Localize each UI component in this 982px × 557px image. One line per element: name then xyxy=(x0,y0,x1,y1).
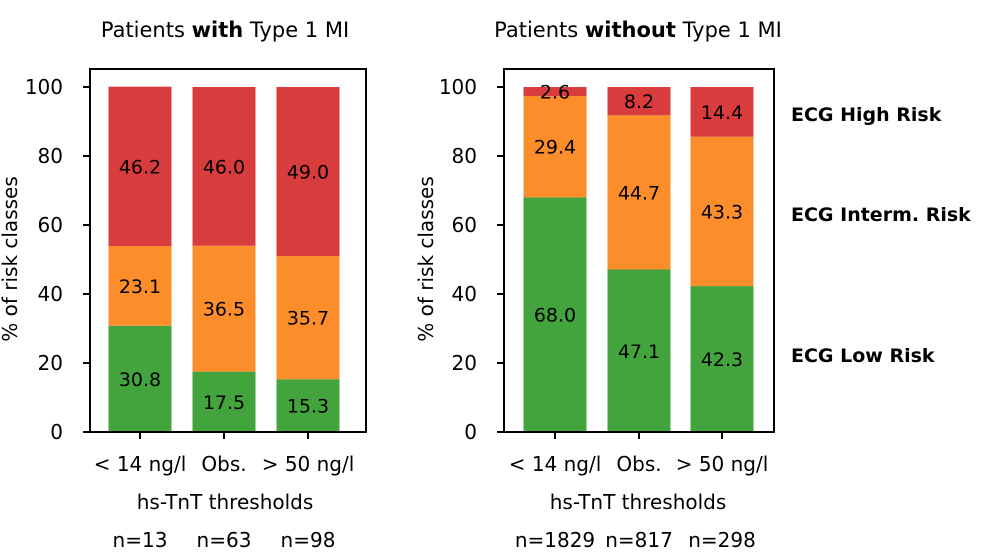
bar-segment-ecg-high-risk xyxy=(192,87,256,246)
x-axis-label: hs-TnT thresholds xyxy=(137,490,314,514)
bar-segment-ecg-interm-risk xyxy=(276,256,340,380)
sample-size-label: n=98 xyxy=(281,528,336,552)
bar-segment-ecg-low-risk xyxy=(108,325,172,432)
bar-segment-ecg-low-risk xyxy=(690,286,754,432)
title-part-suffix: Type 1 MI xyxy=(676,18,782,42)
y-tick-label: 100 xyxy=(25,75,63,99)
x-tick-layer: < 14 ng/l Obs. > 50 ng/l xyxy=(509,432,769,476)
y-tick-label: 80 xyxy=(452,144,477,168)
y-tick-label: 60 xyxy=(452,213,477,237)
x-axis-label: hs-TnT thresholds xyxy=(550,490,727,514)
plot-frame xyxy=(89,68,367,433)
x-tick-label: > 50 ng/l xyxy=(676,452,769,476)
bar-segment-ecg-interm-risk xyxy=(192,245,256,372)
x-tick-label: < 14 ng/l xyxy=(509,452,602,476)
data-label: 8.2 xyxy=(624,91,654,113)
bar-segment-ecg-interm-risk xyxy=(523,95,587,198)
y-tick-layer: 0 20 40 60 80 100 xyxy=(439,75,504,444)
y-tick-layer: 0 20 40 60 80 100 xyxy=(25,75,90,444)
bar-segment-ecg-low-risk xyxy=(523,197,587,432)
y-tick-label: 0 xyxy=(464,420,477,444)
legend-item-low-risk: ECG Low Risk xyxy=(791,345,935,367)
data-label: 2.6 xyxy=(540,81,570,103)
data-label: 14.4 xyxy=(701,102,743,124)
legend: ECG High Risk ECG Interm. Risk ECG Low R… xyxy=(791,104,971,367)
data-label: 49.0 xyxy=(287,162,329,184)
chart-title: Patients with Type 1 MI xyxy=(101,18,349,42)
count-label-layer: n=1829 n=817 n=298 xyxy=(515,528,756,552)
y-tick-label: 100 xyxy=(439,75,477,99)
bar-segment-ecg-high-risk xyxy=(276,87,340,257)
y-axis-label: % of risk classes xyxy=(0,176,22,342)
bar-layer xyxy=(523,87,754,432)
sample-size-label: n=63 xyxy=(197,528,252,552)
bar-segment-ecg-high-risk xyxy=(690,87,754,137)
bar-segment-ecg-high-risk xyxy=(607,87,671,116)
bar-segment-ecg-interm-risk xyxy=(108,246,172,326)
y-tick-label: 40 xyxy=(38,282,63,306)
data-label: 35.7 xyxy=(287,308,329,330)
y-tick-label: 0 xyxy=(50,420,63,444)
chart-title: Patients without Type 1 MI xyxy=(494,18,782,42)
data-label: 17.5 xyxy=(203,392,245,414)
x-tick-label: > 50 ng/l xyxy=(262,452,355,476)
bar-segment-ecg-interm-risk xyxy=(690,136,754,287)
y-tick-label: 20 xyxy=(452,351,477,375)
data-label: 42.3 xyxy=(701,349,743,371)
title-part-emphasis: with xyxy=(192,18,244,42)
x-tick-label: Obs. xyxy=(201,452,246,476)
bar-segment-ecg-low-risk xyxy=(607,269,671,432)
sample-size-label: n=817 xyxy=(605,528,673,552)
legend-item-interm-risk: ECG Interm. Risk xyxy=(791,204,971,226)
x-tick-label: Obs. xyxy=(616,452,661,476)
y-tick-label: 20 xyxy=(38,351,63,375)
data-label: 36.5 xyxy=(203,299,245,321)
y-tick-label: 40 xyxy=(452,282,477,306)
x-tick-label: < 14 ng/l xyxy=(94,452,187,476)
bar-segment-ecg-low-risk xyxy=(276,379,340,432)
bar-segment-ecg-interm-risk xyxy=(607,115,671,270)
data-label: 29.4 xyxy=(534,137,576,159)
data-label: 44.7 xyxy=(618,182,660,204)
segment-label-layer: 30.8 23.1 46.2 17.5 36.5 46.0 15.3 35.7 49.0 xyxy=(119,156,329,417)
title-part-prefix: Patients xyxy=(494,18,585,42)
data-label: 46.0 xyxy=(203,156,245,178)
title-part-suffix: Type 1 MI xyxy=(243,18,349,42)
data-label: 23.1 xyxy=(119,276,161,298)
data-label: 30.8 xyxy=(119,369,161,391)
segment-label-layer: 68.0 29.4 2.6 47.1 44.7 8.2 42.3 43.3 14.4 xyxy=(534,81,743,371)
data-label: 68.0 xyxy=(534,305,576,327)
sample-size-label: n=1829 xyxy=(515,528,595,552)
y-axis-label: % of risk classes xyxy=(414,176,438,342)
chart-panel-without-mi: Patients without Type 1 MI % of risk cla… xyxy=(414,18,782,552)
data-label: 46.2 xyxy=(119,156,161,178)
bar-segment-ecg-high-risk xyxy=(108,86,172,247)
y-tick-label: 80 xyxy=(38,144,63,168)
legend-item-high-risk: ECG High Risk xyxy=(791,104,942,126)
title-part-prefix: Patients xyxy=(101,18,192,42)
data-label: 15.3 xyxy=(287,396,329,418)
title-part-emphasis: without xyxy=(585,18,676,42)
bar-segment-ecg-high-risk xyxy=(523,87,587,96)
y-tick-label: 60 xyxy=(38,213,63,237)
chart-panel-with-mi: Patients with Type 1 MI % of risk classe… xyxy=(0,18,367,552)
bar-segment-ecg-low-risk xyxy=(192,371,256,432)
x-tick-layer: < 14 ng/l Obs. > 50 ng/l xyxy=(94,432,355,476)
data-label: 47.1 xyxy=(618,341,660,363)
sample-size-label: n=13 xyxy=(113,528,168,552)
count-label-layer: n=13 n=63 n=98 xyxy=(113,528,336,552)
sample-size-label: n=298 xyxy=(688,528,756,552)
bar-layer xyxy=(108,86,340,432)
data-label: 43.3 xyxy=(701,201,743,223)
